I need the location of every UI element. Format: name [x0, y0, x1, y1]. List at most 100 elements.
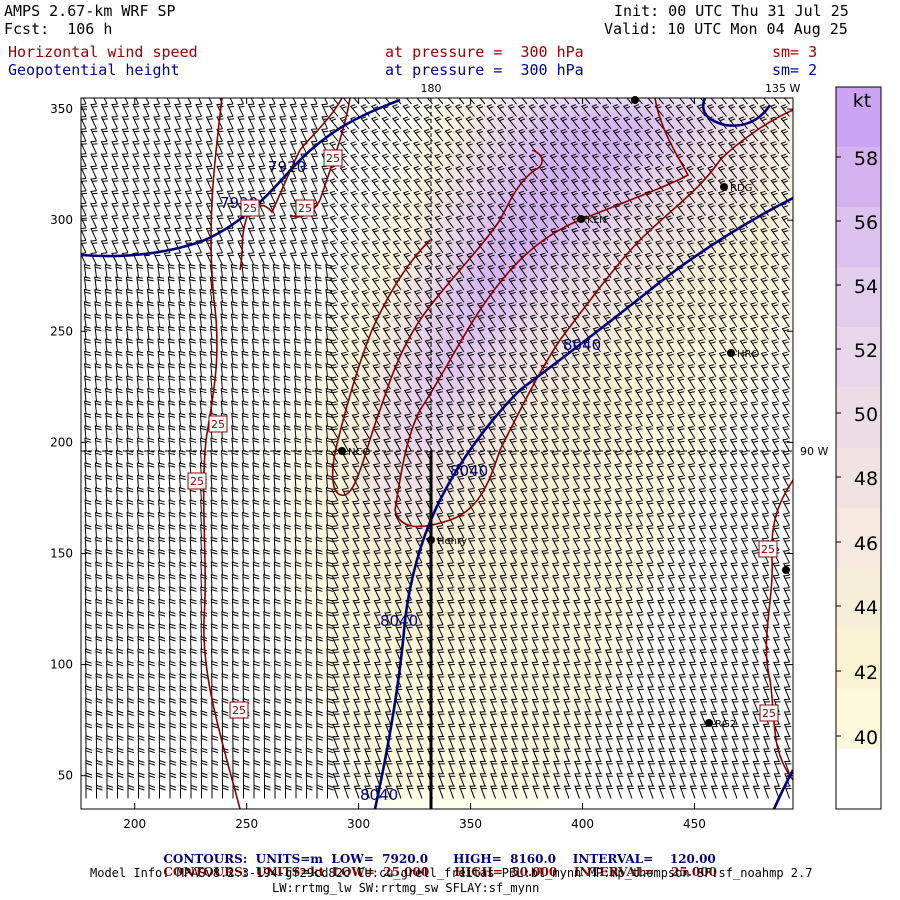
wind-barb — [195, 128, 203, 142]
wind-barb — [382, 339, 391, 353]
wind-barb — [136, 437, 144, 452]
wind-barb — [205, 165, 214, 179]
wind-barb — [279, 240, 287, 254]
speed-label: 25 — [243, 202, 257, 215]
wind-barb — [644, 302, 654, 316]
wind-barb — [613, 376, 622, 390]
wind-barb — [157, 363, 165, 377]
wind-barb — [750, 450, 759, 464]
wind-barb — [572, 512, 580, 526]
wind-barb — [782, 512, 790, 526]
wind-barb — [350, 252, 360, 266]
wind-barb — [383, 488, 391, 502]
wind-barb — [541, 525, 549, 539]
wind-barb — [612, 203, 622, 216]
wind-barb — [719, 525, 728, 539]
wind-barb — [749, 190, 759, 204]
wind-barb — [220, 388, 228, 402]
wind-barb — [560, 265, 570, 278]
wind-barb — [602, 227, 612, 241]
wind-barb — [415, 599, 423, 613]
wind-barb — [759, 116, 769, 130]
wind-barb — [241, 338, 249, 353]
wind-barb — [665, 128, 675, 142]
wind-barb — [709, 562, 717, 576]
wind-barb — [258, 128, 266, 142]
wind-barb — [668, 98, 675, 105]
wind-barb — [283, 350, 291, 365]
wind-barb — [625, 537, 633, 551]
wind-barb — [383, 500, 391, 514]
wind-barb — [761, 413, 769, 427]
wind-barb — [487, 351, 496, 365]
wind-barb — [262, 338, 270, 353]
wind-barb — [476, 178, 486, 192]
wind-barb — [403, 252, 412, 266]
wind-barb — [394, 574, 402, 588]
wind-barb — [205, 178, 214, 192]
wind-barb — [677, 475, 685, 489]
wind-barb — [507, 178, 517, 192]
wind-barb — [486, 116, 496, 130]
wind-barb — [84, 573, 92, 588]
wind-barb — [325, 363, 333, 377]
wind-barb — [402, 203, 412, 216]
wind-barb — [95, 536, 102, 551]
wind-barb — [739, 326, 748, 340]
wind-barb — [551, 537, 560, 551]
wind-barb — [528, 104, 538, 117]
wind-barb — [382, 364, 391, 378]
wind-barb — [115, 487, 123, 501]
wind-barb — [549, 128, 559, 142]
wind-barb — [497, 289, 507, 303]
wind-barb — [195, 103, 203, 117]
speed-label: 25 — [326, 152, 340, 165]
wind-barb — [538, 104, 549, 117]
wind-barb — [624, 388, 633, 402]
wind-barb — [209, 338, 217, 353]
wind-barb — [423, 104, 433, 117]
wind-barb — [644, 190, 654, 204]
wind-barb — [231, 425, 239, 439]
wind-barb — [100, 165, 109, 179]
wind-barb — [570, 153, 580, 167]
wind-barb — [602, 153, 612, 167]
station-marker — [631, 96, 639, 104]
wind-barb — [163, 103, 172, 117]
wind-barb — [284, 561, 292, 576]
wind-barb — [708, 401, 717, 415]
wind-barb — [560, 277, 570, 291]
wind-barb — [370, 104, 381, 117]
wind-barb — [341, 525, 350, 539]
wind-barb — [220, 350, 228, 365]
wind-barb — [456, 326, 465, 340]
wind-barb — [666, 426, 675, 440]
wind-barb — [392, 302, 402, 316]
wind-barb — [465, 128, 475, 142]
wind-barb — [686, 302, 696, 316]
wind-barb — [413, 302, 423, 316]
wind-barb — [655, 376, 664, 390]
wind-barb — [413, 240, 423, 254]
wind-barb — [142, 140, 151, 154]
wind-barb — [591, 116, 601, 130]
wind-barb — [761, 512, 769, 526]
wind-barb — [216, 252, 224, 266]
wind-barb — [210, 350, 218, 365]
wind-barb — [455, 227, 465, 241]
wind-barb — [539, 165, 549, 179]
wind-barb — [601, 104, 612, 117]
wind-barb — [750, 339, 759, 353]
wind-barb — [305, 549, 313, 563]
wind-barb — [121, 128, 130, 142]
wind-barb — [707, 215, 717, 229]
wind-barb — [771, 475, 780, 489]
wind-barb — [677, 450, 685, 464]
wind-barb — [315, 561, 323, 576]
wind-barb — [403, 364, 412, 378]
wind-barb — [603, 401, 612, 415]
wind-barb — [582, 401, 591, 415]
wind-barb — [352, 550, 360, 564]
wind-barb — [633, 116, 643, 130]
wind-barb — [293, 338, 301, 353]
